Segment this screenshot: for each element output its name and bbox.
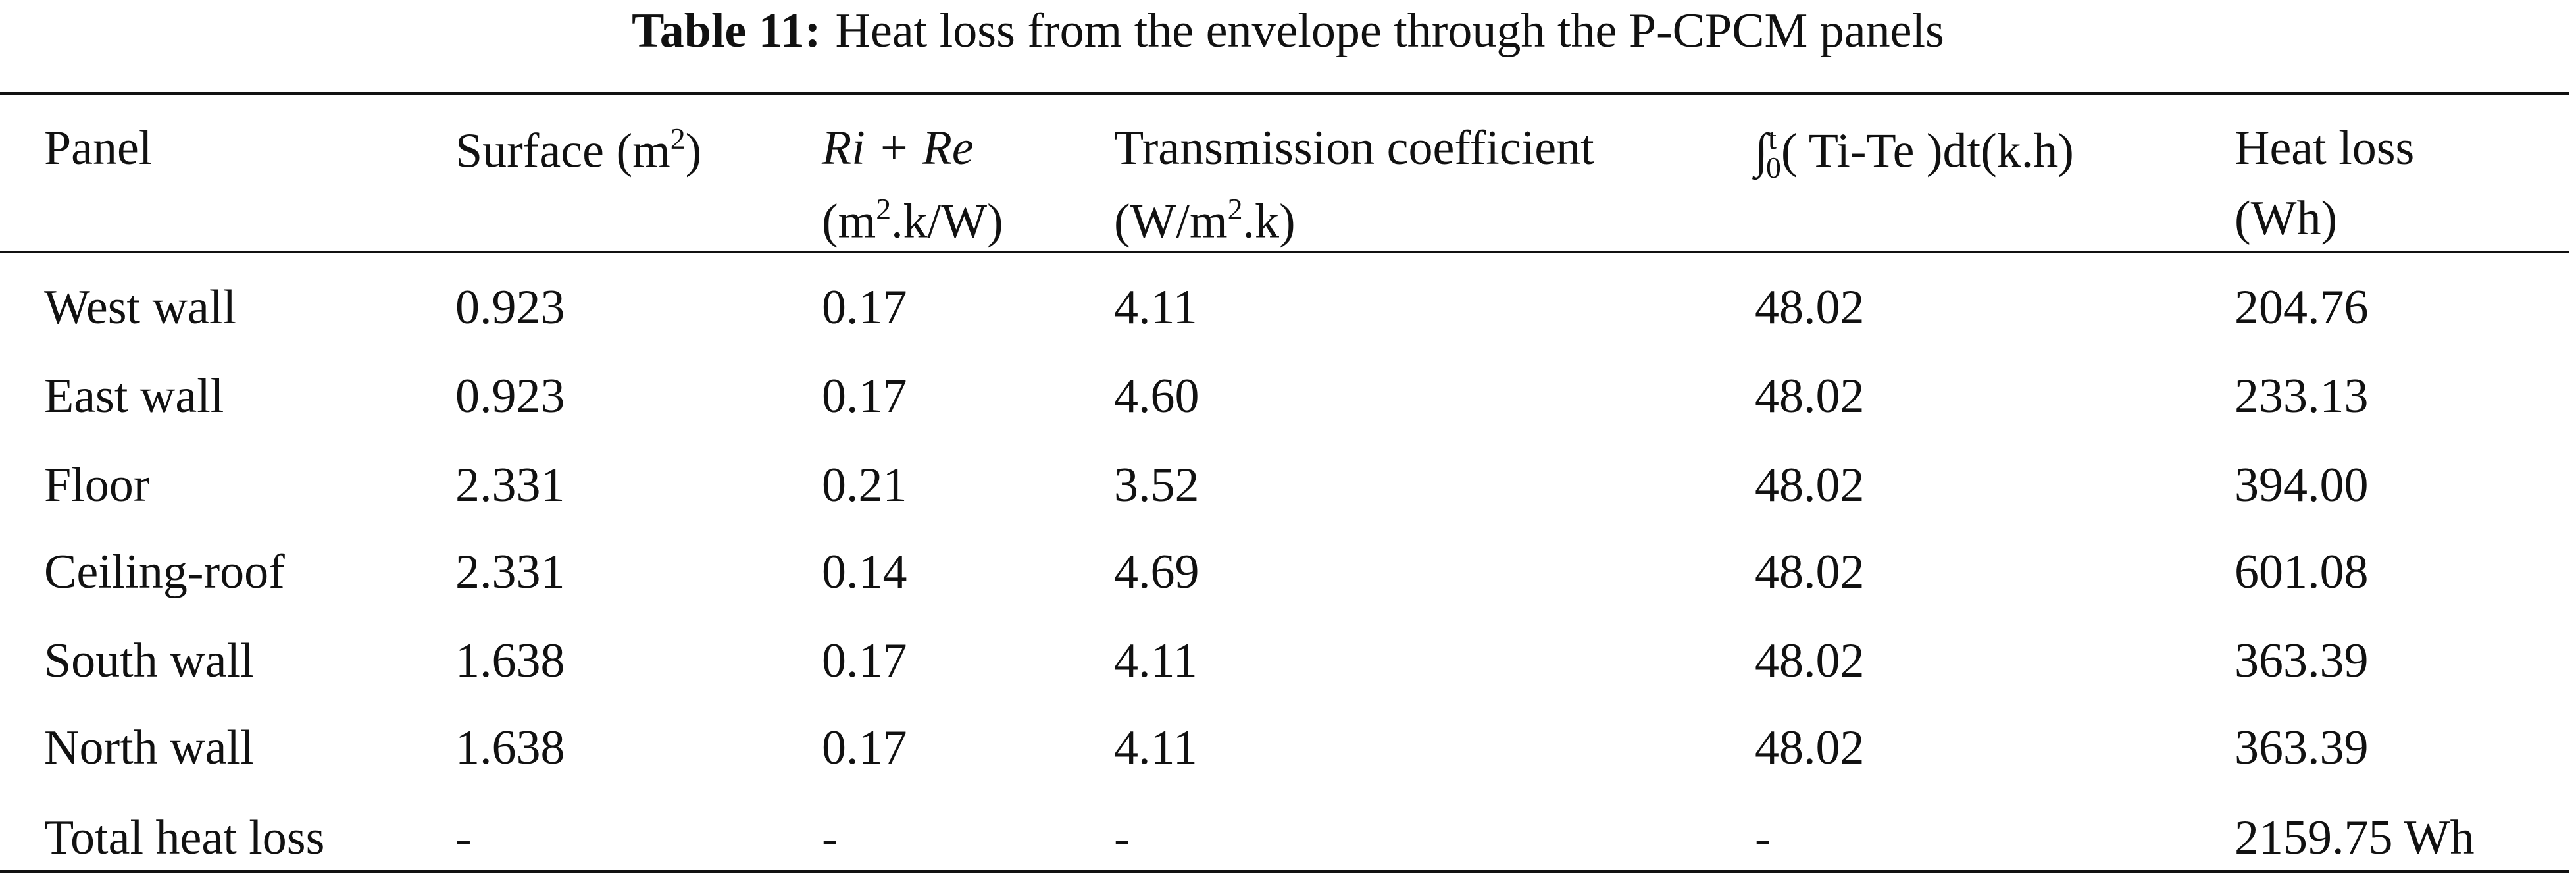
cell: 48.02 xyxy=(1755,634,1865,688)
header-text: .k/W) xyxy=(891,194,1003,249)
cell: 2.331 xyxy=(455,458,565,512)
cell: 1.638 xyxy=(455,721,565,775)
cell: 4.11 xyxy=(1114,634,1198,688)
header-text: Surface (m xyxy=(455,124,670,178)
header-text: 2 xyxy=(670,122,686,155)
cell: 0.17 xyxy=(822,369,907,423)
cell: 0.17 xyxy=(822,634,907,688)
cell: East wall xyxy=(44,369,224,423)
header-text: Ri + Re xyxy=(822,121,974,175)
cell: 4.60 xyxy=(1114,369,1200,423)
header-cell: Ri + Re xyxy=(822,124,974,172)
cell: 0.17 xyxy=(822,721,907,775)
header-cell: ∫t0( Ti-Te )dt(k.h) xyxy=(1755,124,2074,182)
bottom-rule xyxy=(0,870,2569,873)
caption: Table 11: Heat loss from the envelope thr… xyxy=(0,7,2576,55)
caption-text: Heat loss from the envelope through the … xyxy=(835,4,1944,58)
cell: 2.331 xyxy=(455,545,565,599)
cell: 2159.75 Wh xyxy=(2235,811,2475,865)
cell: 0.923 xyxy=(455,369,565,423)
cell: 204.76 xyxy=(2235,280,2369,334)
cell: 0.14 xyxy=(822,545,907,599)
cell: West wall xyxy=(44,280,237,334)
header-text: 2 xyxy=(876,192,892,226)
header-text: ) xyxy=(685,124,702,178)
cell: 48.02 xyxy=(1755,280,1865,334)
cell: Total heat loss xyxy=(44,811,325,865)
cell: 363.39 xyxy=(2235,634,2369,688)
header-text: (m xyxy=(822,194,876,249)
header-text: (W/m xyxy=(1114,194,1228,249)
header-text: t xyxy=(1768,122,1777,155)
top-rule xyxy=(0,92,2569,95)
cell: South wall xyxy=(44,634,254,688)
header-rule xyxy=(0,251,2569,253)
cell: 601.08 xyxy=(2235,545,2369,599)
header-text: .k) xyxy=(1242,194,1296,249)
header-text: 2 xyxy=(1227,192,1243,226)
header-cell: Surface (m2) xyxy=(455,124,701,176)
header-cell: Transmission coefficient xyxy=(1114,124,1594,172)
cell: 0.21 xyxy=(822,458,907,512)
cell: 363.39 xyxy=(2235,721,2369,775)
cell: - xyxy=(1755,811,1771,865)
cell: North wall xyxy=(44,721,254,775)
cell: Ceiling-roof xyxy=(44,545,285,599)
cell: 48.02 xyxy=(1755,458,1865,512)
cell: 394.00 xyxy=(2235,458,2369,512)
header-cell: (W/m2.k) xyxy=(1114,194,1296,246)
header-text: Panel xyxy=(44,121,153,175)
cell: 233.13 xyxy=(2235,369,2369,423)
header-text: (Wh) xyxy=(2235,192,2338,246)
header-text: Heat loss xyxy=(2235,121,2415,175)
cell: 4.69 xyxy=(1114,545,1200,599)
cell: 3.52 xyxy=(1114,458,1200,512)
header-text: ∫ xyxy=(1755,124,1769,178)
cell: 4.11 xyxy=(1114,280,1198,334)
header-text: ( Ti-Te )dt(k.h) xyxy=(1780,124,2074,178)
cell: 48.02 xyxy=(1755,721,1865,775)
cell: 4.11 xyxy=(1114,721,1198,775)
header-text: 0 xyxy=(1765,150,1781,184)
cell: 0.17 xyxy=(822,280,907,334)
cell: 48.02 xyxy=(1755,369,1865,423)
caption-label: Table 11: xyxy=(632,4,821,58)
cell: 48.02 xyxy=(1755,545,1865,599)
cell: 0.923 xyxy=(455,280,565,334)
cell: - xyxy=(822,811,838,865)
header-cell: Heat loss xyxy=(2235,124,2414,172)
cell: - xyxy=(455,811,472,865)
header-cell: Panel xyxy=(44,124,152,172)
header-cell: (Wh) xyxy=(2235,194,2337,243)
header-text: Transmission coefficient xyxy=(1114,121,1594,175)
cell: 1.638 xyxy=(455,634,565,688)
cell: - xyxy=(1114,811,1130,865)
header-cell: (m2.k/W) xyxy=(822,194,1003,246)
cell: Floor xyxy=(44,458,150,512)
